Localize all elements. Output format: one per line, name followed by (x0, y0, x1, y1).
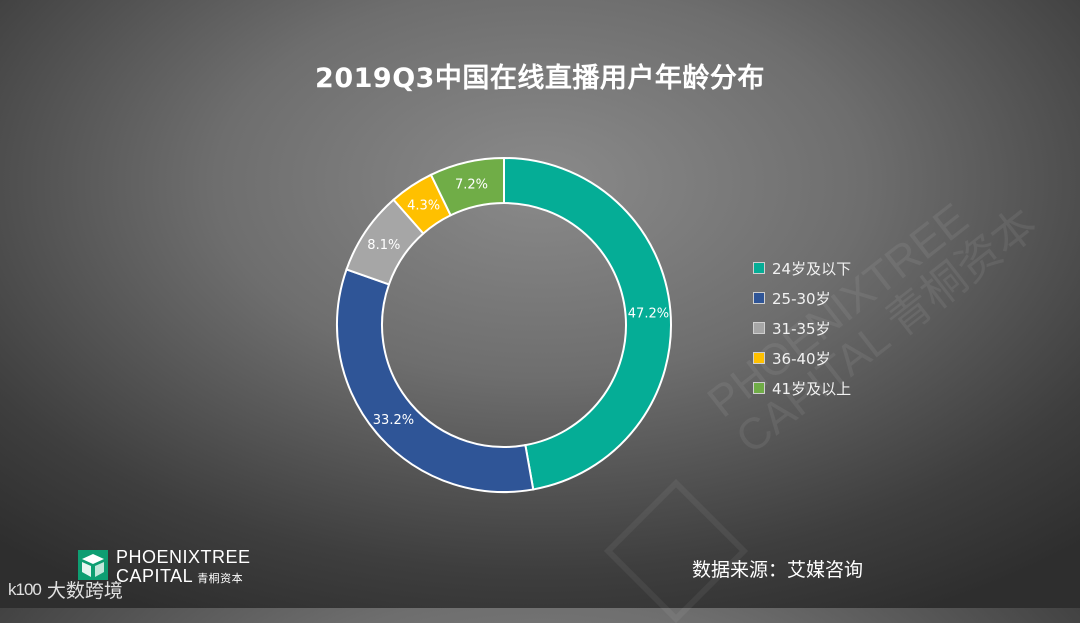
donut-slice-5 (429, 156, 505, 217)
donut-slice-label-4: 4.3% (407, 198, 440, 213)
chart-legend: 24岁及以下 25-30岁 31-35岁 36-40岁 41岁及以上 (753, 258, 851, 398)
donut-slice-2 (336, 268, 535, 493)
legend-item-2: 25-30岁 (753, 288, 851, 308)
corner-brand-text: 大数跨境 (46, 580, 123, 602)
brand-name: PHOENIXTREE (116, 547, 251, 567)
legend-swatch (753, 322, 765, 334)
donut-chart: 47.2% 33.2% 8.1% 4.3% 7.2% (336, 156, 672, 493)
brand-subname: CAPITAL 青桐资本 (116, 567, 251, 589)
legend-item-3: 31-35岁 (753, 318, 851, 338)
donut-slice-label-1: 47.2% (628, 306, 669, 321)
phoenixtree-logo-icon (78, 550, 108, 580)
legend-label: 36-40岁 (772, 349, 831, 368)
donut-slice-label-5: 7.2% (455, 178, 488, 193)
donut-slice-label-2: 33.2% (373, 413, 414, 428)
donut-slice-label-3: 8.1% (367, 238, 400, 253)
source-note: 数据来源：艾媒咨询 (692, 559, 864, 581)
legend-swatch (753, 262, 765, 274)
corner-brand: k100 大数跨境 (8, 576, 123, 603)
donut-slice-1 (503, 156, 672, 491)
legend-item-1: 24岁及以下 (753, 258, 851, 278)
chart-title: 2019Q3中国在线直播用户年龄分布 (315, 63, 765, 94)
legend-label: 41岁及以上 (772, 379, 852, 398)
legend-label: 24岁及以下 (772, 259, 852, 278)
corner-brand-mark: k100 (8, 579, 42, 599)
brand-block: PHOENIXTREE CAPITAL 青桐资本 (78, 548, 251, 589)
brand-capital: CAPITAL (116, 566, 194, 586)
legend-swatch (753, 292, 765, 304)
legend-item-5: 41岁及以上 (753, 378, 851, 398)
legend-item-4: 36-40岁 (753, 348, 851, 368)
legend-label: 31-35岁 (772, 319, 831, 338)
legend-swatch (753, 382, 765, 394)
legend-swatch (753, 352, 765, 364)
legend-label: 25-30岁 (772, 289, 831, 308)
brand-chinese: 青桐资本 (197, 573, 244, 585)
